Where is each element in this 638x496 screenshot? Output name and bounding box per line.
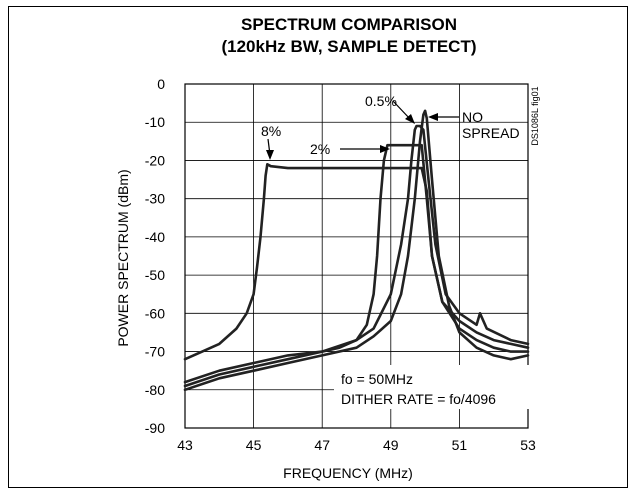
x-tick-label-49: 49 bbox=[383, 437, 399, 453]
chart-title-line-2: (120kHz BW, SAMPLE DETECT) bbox=[221, 37, 476, 56]
y-tick-label-m40: -40 bbox=[145, 229, 165, 245]
y-tick-label-m10: -10 bbox=[145, 114, 165, 130]
x-tick-label-51: 51 bbox=[452, 437, 468, 453]
x-axis-ticks: 43 45 47 49 51 53 bbox=[177, 437, 536, 453]
series-group bbox=[183, 109, 530, 392]
x-tick-label-47: 47 bbox=[314, 437, 330, 453]
series-label-0p5pct: 0.5% bbox=[365, 93, 397, 109]
y-tick-label-m30: -30 bbox=[145, 191, 165, 207]
y-axis-label: POWER SPECTRUM (dBm) bbox=[115, 169, 131, 346]
figure-id: DS1086L fig01 bbox=[530, 86, 540, 145]
series-line-2 bbox=[183, 124, 530, 384]
annotation-bg bbox=[334, 365, 530, 409]
chart-title-line-1: SPECTRUM COMPARISON bbox=[241, 15, 457, 34]
annotation-box: fo = 50MHz DITHER RATE = fo/4096 bbox=[334, 365, 530, 409]
y-tick-label-m20: -20 bbox=[145, 152, 165, 168]
arrow-no-spread-head bbox=[428, 113, 438, 121]
y-axis-ticks: 0 -10 -20 -30 -40 -50 -60 -70 -80 -90 bbox=[145, 76, 165, 436]
no-spread-line-2: SPREAD bbox=[462, 125, 520, 141]
series-labels: 8% 2% 0.5% NO SPREAD bbox=[261, 93, 520, 160]
plot-border bbox=[184, 83, 529, 429]
annotation-fo: fo = 50MHz bbox=[341, 371, 413, 387]
y-tick-label-m80: -80 bbox=[145, 382, 165, 398]
x-tick-label-43: 43 bbox=[177, 437, 193, 453]
y-tick-label-m70: -70 bbox=[145, 344, 165, 360]
series-line-3 bbox=[183, 109, 530, 392]
y-tick-label-0: 0 bbox=[157, 76, 165, 92]
series-line-1 bbox=[183, 143, 530, 388]
annotation-dither-rate: DITHER RATE = fo/4096 bbox=[341, 391, 496, 407]
arrow-0p5pct-head bbox=[405, 114, 415, 124]
x-tick-label-53: 53 bbox=[520, 437, 536, 453]
x-axis-label: FREQUENCY (MHz) bbox=[283, 465, 413, 481]
series-label-no-spread: NO SPREAD bbox=[462, 109, 520, 141]
arrow-2pct-head bbox=[380, 145, 390, 153]
y-tick-label-m90: -90 bbox=[145, 420, 165, 436]
series-label-2pct: 2% bbox=[310, 141, 330, 157]
no-spread-line-1: NO bbox=[462, 109, 483, 125]
y-tick-label-m60: -60 bbox=[145, 305, 165, 321]
x-tick-label-45: 45 bbox=[246, 437, 262, 453]
plot-area-border bbox=[184, 83, 529, 429]
y-tick-label-m50: -50 bbox=[145, 267, 165, 283]
series-label-8pct: 8% bbox=[261, 123, 281, 139]
series-line-0 bbox=[183, 163, 530, 361]
arrow-8pct-head bbox=[266, 150, 274, 160]
chart-title: SPECTRUM COMPARISON (120kHz BW, SAMPLE D… bbox=[221, 15, 476, 56]
